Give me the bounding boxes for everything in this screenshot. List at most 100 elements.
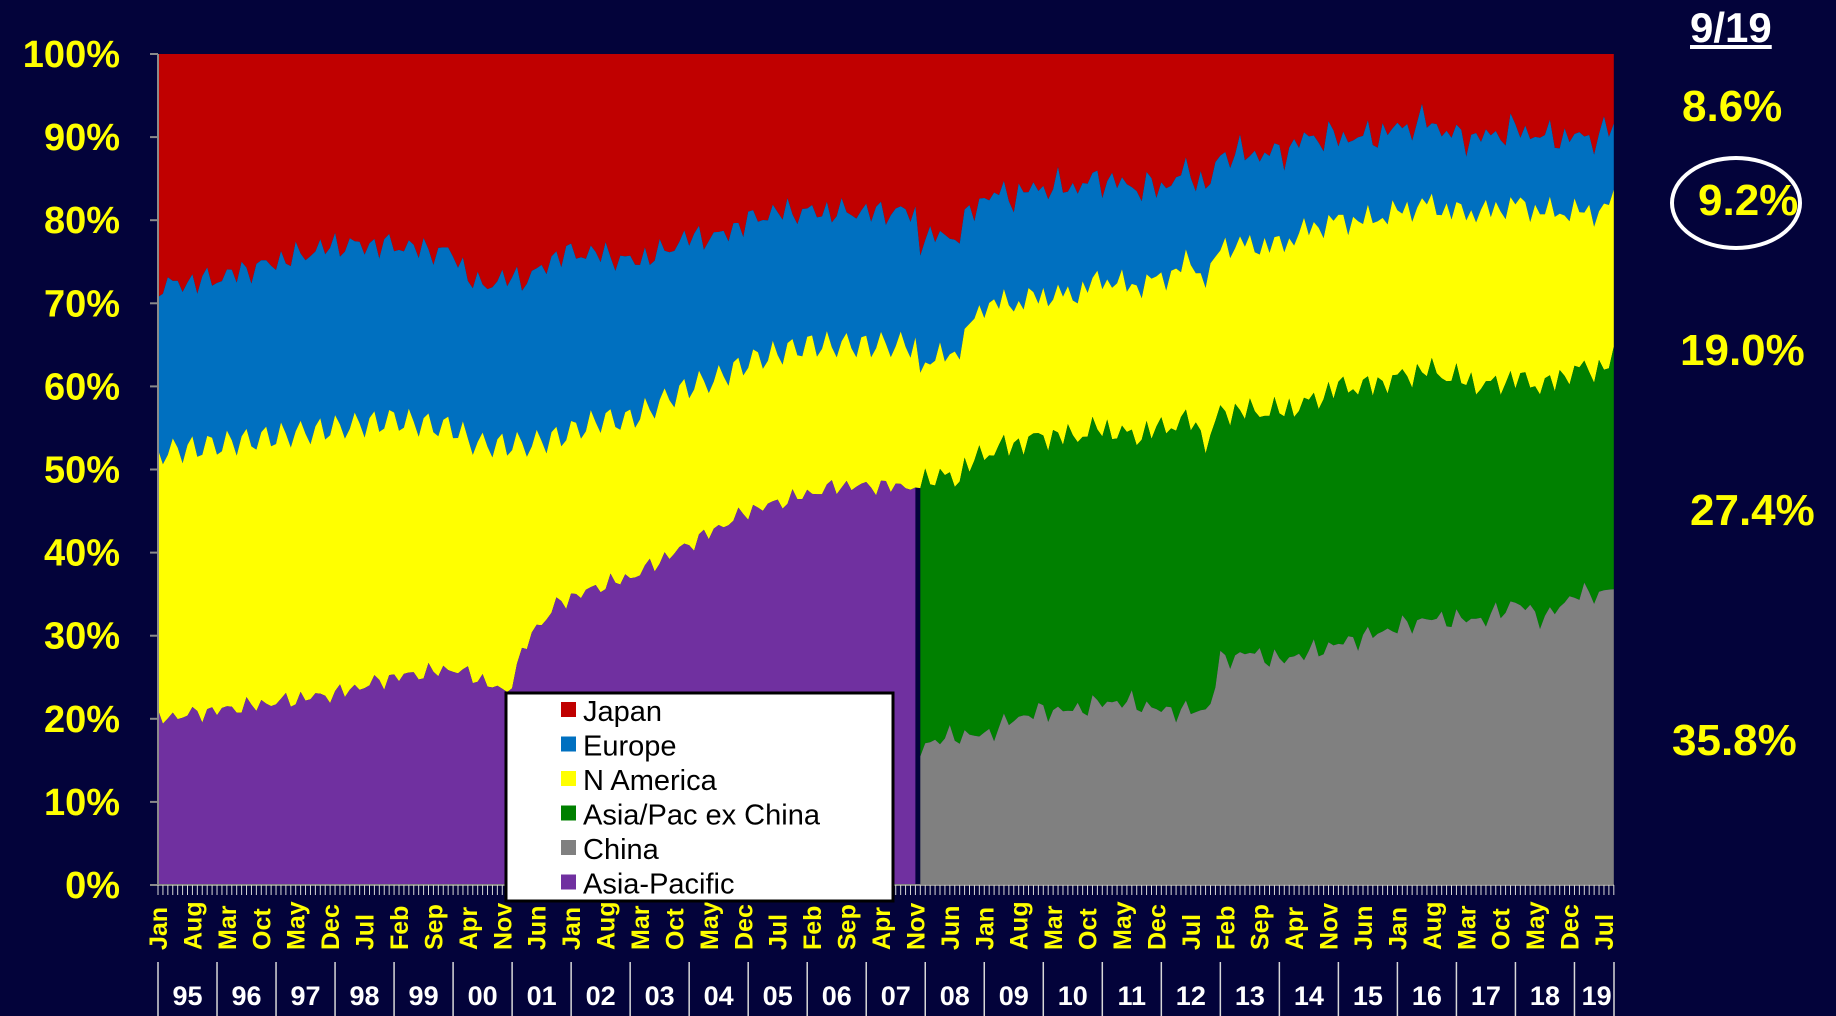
side-panel-header: 9/19 <box>1690 4 1772 51</box>
legend-label: Asia/Pac ex China <box>583 800 821 832</box>
x-month-label: Aug <box>179 901 207 950</box>
x-year-label: 07 <box>881 981 911 1011</box>
x-year-label: 04 <box>704 981 734 1011</box>
y-axis: 0% 10% 20% 30% 40% 50% 60% 70% 80% 90% 100% <box>23 34 159 907</box>
x-month-label: Nov <box>902 903 930 950</box>
legend-label: N America <box>583 765 718 797</box>
x-month-label: Jul <box>1178 914 1206 950</box>
x-month-label: Feb <box>1212 906 1240 950</box>
x-month-label: Oct <box>248 908 276 950</box>
x-month-label: Jan <box>145 907 173 950</box>
y-tick-label: 50% <box>44 450 120 492</box>
legend-label: Asia-Pacific <box>583 869 735 901</box>
x-year-label: 03 <box>645 981 675 1011</box>
area-japan <box>158 54 1614 297</box>
side-label-asiapac-ex-china: 27.4% <box>1690 486 1815 535</box>
legend-swatch <box>561 874 576 890</box>
y-tick-label: 60% <box>44 366 120 408</box>
y-tick-label: 70% <box>44 283 120 325</box>
side-label-japan: 8.6% <box>1682 82 1783 131</box>
x-month-label: Dec <box>730 904 758 950</box>
side-label-china: 35.8% <box>1672 716 1797 765</box>
x-month-label: Dec <box>317 904 345 950</box>
legend-swatch <box>561 840 576 855</box>
legend-box <box>504 691 895 903</box>
x-month-label: Sep <box>420 904 448 950</box>
plot-areas <box>158 54 1614 885</box>
y-tick-label: 100% <box>23 34 120 76</box>
x-year-label: 19 <box>1582 981 1612 1011</box>
x-year-label: 18 <box>1530 981 1560 1011</box>
x-year-label: 98 <box>350 981 380 1011</box>
x-year-label: 16 <box>1412 981 1442 1011</box>
y-tick-label: 30% <box>44 616 120 658</box>
x-axis: Jan Aug Mar Oct May Dec Jul Feb Sep Apr Nov Jun Jan A… <box>145 884 1619 1016</box>
x-month-label: Dec <box>1143 904 1171 950</box>
x-month-label: Sep <box>834 904 862 950</box>
x-month-label: May <box>1109 901 1137 950</box>
x-year-label: 09 <box>999 981 1029 1011</box>
legend-label: Japan <box>583 696 662 728</box>
x-month-label: Apr <box>1281 907 1309 950</box>
x-year-label: 17 <box>1471 981 1501 1011</box>
x-year-label: 05 <box>763 981 793 1011</box>
y-tick-label: 10% <box>44 782 120 824</box>
x-month-label: Oct <box>1075 908 1103 950</box>
x-year-label: 02 <box>586 981 616 1011</box>
x-year-label: 06 <box>822 981 852 1011</box>
x-month-label: Jan <box>558 907 586 950</box>
highlight-ring <box>1670 156 1802 250</box>
area-asia-pac-ex-china <box>920 346 1614 757</box>
x-year-label: 10 <box>1058 981 1088 1011</box>
x-year-label: 08 <box>940 981 970 1011</box>
legend-label: Europe <box>583 731 677 763</box>
x-year-label: 11 <box>1118 981 1147 1011</box>
x-month-label: Jul <box>765 914 793 950</box>
x-month-label: May <box>1522 901 1550 950</box>
x-year-label: 13 <box>1235 981 1265 1011</box>
area-europe <box>158 103 1614 465</box>
x-month-label: Jan <box>1384 907 1412 950</box>
area-china <box>920 582 1614 885</box>
side-label-europe: 9.2% <box>1698 176 1799 225</box>
x-month-label: Oct <box>661 908 689 950</box>
x-month-label: Apr <box>868 907 896 950</box>
x-month-label: Jul <box>1591 914 1619 950</box>
x-month-label: Oct <box>1488 908 1516 950</box>
y-tick-label: 40% <box>44 533 120 575</box>
x-month-label: Jul <box>352 914 380 950</box>
x-year-label: 12 <box>1176 981 1206 1011</box>
x-month-label: Mar <box>214 905 242 950</box>
x-month-label: Aug <box>593 901 621 950</box>
legend-swatch <box>561 702 576 717</box>
x-month-label: Feb <box>386 906 414 950</box>
x-month-label: Jun <box>524 906 552 950</box>
x-month-label: Sep <box>1247 904 1275 950</box>
y-tick-label: 90% <box>44 117 120 159</box>
y-tick-label: 20% <box>44 699 120 741</box>
x-month-label: Aug <box>1006 901 1034 950</box>
x-year-label: 96 <box>232 981 262 1011</box>
x-year-label: 14 <box>1294 981 1324 1011</box>
legend-swatch <box>561 736 576 752</box>
side-label-namerica: 19.0% <box>1680 326 1805 375</box>
x-month-label: May <box>283 901 311 950</box>
x-month-label: Nov <box>489 903 517 950</box>
x-year-label: 15 <box>1353 981 1383 1011</box>
x-month-label: Dec <box>1557 904 1585 950</box>
x-month-label: Mar <box>1040 905 1068 950</box>
legend-swatch <box>561 771 576 786</box>
x-month-label: Aug <box>1419 901 1447 950</box>
x-year-label: 95 <box>172 981 202 1011</box>
area-n-america <box>158 189 1614 724</box>
y-tick-label: 0% <box>65 865 120 907</box>
x-month-label: Feb <box>799 906 827 950</box>
x-month-label: May <box>696 901 724 950</box>
x-year-label: 97 <box>291 981 321 1011</box>
x-month-label: Apr <box>455 907 483 950</box>
x-month-label: Mar <box>1453 905 1481 950</box>
x-month-label: Jun <box>937 906 965 950</box>
x-month-label: Nov <box>1316 903 1344 950</box>
